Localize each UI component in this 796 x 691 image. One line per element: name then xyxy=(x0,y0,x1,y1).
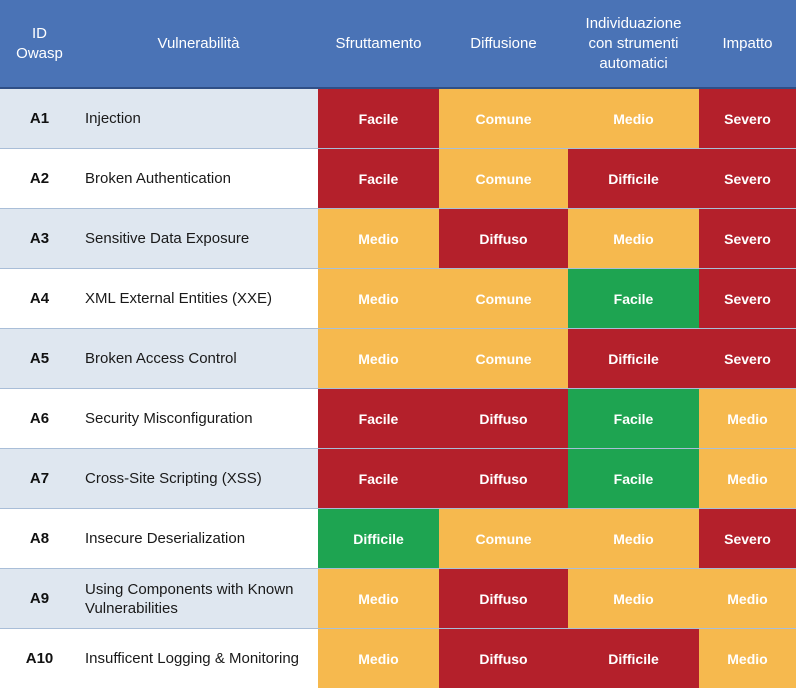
table-row: A1 Injection Facile Comune Medio Severo xyxy=(0,88,796,149)
header-id-line1: ID xyxy=(32,24,47,42)
header-vulnerability: Vulnerabilità xyxy=(79,0,318,89)
header-diffusion: Diffusione xyxy=(439,0,568,89)
row-id: A3 xyxy=(0,208,79,269)
row-diffusion-rating: Diffuso xyxy=(439,568,568,629)
row-exploitation-rating: Medio xyxy=(318,628,439,688)
row-vulnerability-name: Insufficent Logging & Monitoring xyxy=(79,628,318,688)
row-impact-rating: Medio xyxy=(699,388,796,449)
table-row: A5 Broken Access Control Medio Comune Diffic… xyxy=(0,328,796,389)
row-impact-rating: Medio xyxy=(699,568,796,629)
row-vulnerability-name: Cross-Site Scripting (XSS) xyxy=(79,448,318,509)
row-diffusion-rating: Comune xyxy=(439,148,568,209)
table-row: A9 Using Components with Known Vulnerabil… xyxy=(0,568,796,629)
row-impact-rating: Severo xyxy=(699,88,796,149)
row-diffusion-rating: Comune xyxy=(439,508,568,569)
table-row: A7 Cross-Site Scripting (XSS) Facile Diffus… xyxy=(0,448,796,509)
row-detection-rating: Medio xyxy=(568,88,699,149)
table-row: A4 XML External Entities (XXE) Medio Comune… xyxy=(0,268,796,329)
row-detection-rating: Facile xyxy=(568,268,699,329)
row-diffusion-rating: Comune xyxy=(439,328,568,389)
table-row: A6 Security Misconfiguration Facile Diffuso… xyxy=(0,388,796,449)
header-row: ID Owasp Vulnerabilità Sfruttamento Diff… xyxy=(0,0,796,89)
row-vulnerability-name: Broken Access Control xyxy=(79,328,318,389)
row-detection-rating: Facile xyxy=(568,448,699,509)
table-body: A1 Injection Facile Comune Medio Severo A2 Brok… xyxy=(0,88,796,688)
header-detection-line3: automatici xyxy=(599,54,668,72)
table-row: A8 Insecure Deserialization Difficile Comun… xyxy=(0,508,796,569)
row-exploitation-rating: Difficile xyxy=(318,508,439,569)
table-row: A10 Insufficent Logging & Monitoring Medio… xyxy=(0,628,796,688)
row-impact-rating: Severo xyxy=(699,268,796,329)
row-id: A9 xyxy=(0,568,79,629)
row-vulnerability-name: Insecure Deserialization xyxy=(79,508,318,569)
row-exploitation-rating: Facile xyxy=(318,148,439,209)
row-detection-rating: Medio xyxy=(568,208,699,269)
row-detection-rating: Difficile xyxy=(568,148,699,209)
row-vulnerability-name: Security Misconfiguration xyxy=(79,388,318,449)
row-exploitation-rating: Facile xyxy=(318,388,439,449)
row-vulnerability-name: XML External Entities (XXE) xyxy=(79,268,318,329)
row-id: A10 xyxy=(0,628,79,688)
row-impact-rating: Medio xyxy=(699,628,796,688)
row-diffusion-rating: Comune xyxy=(439,88,568,149)
row-vulnerability-name: Injection xyxy=(79,88,318,149)
row-id: A7 xyxy=(0,448,79,509)
header-detection: Individuazione con strumenti automatici xyxy=(568,0,699,89)
row-detection-rating: Medio xyxy=(568,508,699,569)
row-impact-rating: Severo xyxy=(699,148,796,209)
row-impact-rating: Severo xyxy=(699,508,796,569)
row-impact-rating: Medio xyxy=(699,448,796,509)
row-exploitation-rating: Medio xyxy=(318,328,439,389)
row-vulnerability-name: Using Components with Known Vulnerabilit… xyxy=(79,568,318,629)
row-impact-rating: Severo xyxy=(699,208,796,269)
row-exploitation-rating: Medio xyxy=(318,568,439,629)
row-exploitation-rating: Facile xyxy=(318,88,439,149)
row-diffusion-rating: Diffuso xyxy=(439,448,568,509)
row-detection-rating: Facile xyxy=(568,388,699,449)
table-row: A2 Broken Authentication Facile Comune Diffi… xyxy=(0,148,796,209)
header-id: ID Owasp xyxy=(0,0,79,89)
header-exploitation: Sfruttamento xyxy=(318,0,439,89)
row-vulnerability-name: Broken Authentication xyxy=(79,148,318,209)
row-diffusion-rating: Diffuso xyxy=(439,628,568,688)
row-id: A5 xyxy=(0,328,79,389)
row-detection-rating: Medio xyxy=(568,568,699,629)
table-row: A3 Sensitive Data Exposure Medio Diffuso Med… xyxy=(0,208,796,269)
row-diffusion-rating: Diffuso xyxy=(439,208,568,269)
row-impact-rating: Severo xyxy=(699,328,796,389)
row-id: A8 xyxy=(0,508,79,569)
header-impact: Impatto xyxy=(699,0,796,89)
row-exploitation-rating: Facile xyxy=(318,448,439,509)
header-detection-line2: con strumenti xyxy=(588,34,679,52)
row-id: A1 xyxy=(0,88,79,149)
row-vulnerability-name: Sensitive Data Exposure xyxy=(79,208,318,269)
row-exploitation-rating: Medio xyxy=(318,208,439,269)
row-exploitation-rating: Medio xyxy=(318,268,439,329)
row-diffusion-rating: Comune xyxy=(439,268,568,329)
row-detection-rating: Difficile xyxy=(568,328,699,389)
header-detection-line1: Individuazione xyxy=(585,14,682,32)
row-id: A6 xyxy=(0,388,79,449)
row-detection-rating: Difficile xyxy=(568,628,699,688)
row-id: A4 xyxy=(0,268,79,329)
row-id: A2 xyxy=(0,148,79,209)
row-diffusion-rating: Diffuso xyxy=(439,388,568,449)
header-id-line2: Owasp xyxy=(16,44,63,62)
